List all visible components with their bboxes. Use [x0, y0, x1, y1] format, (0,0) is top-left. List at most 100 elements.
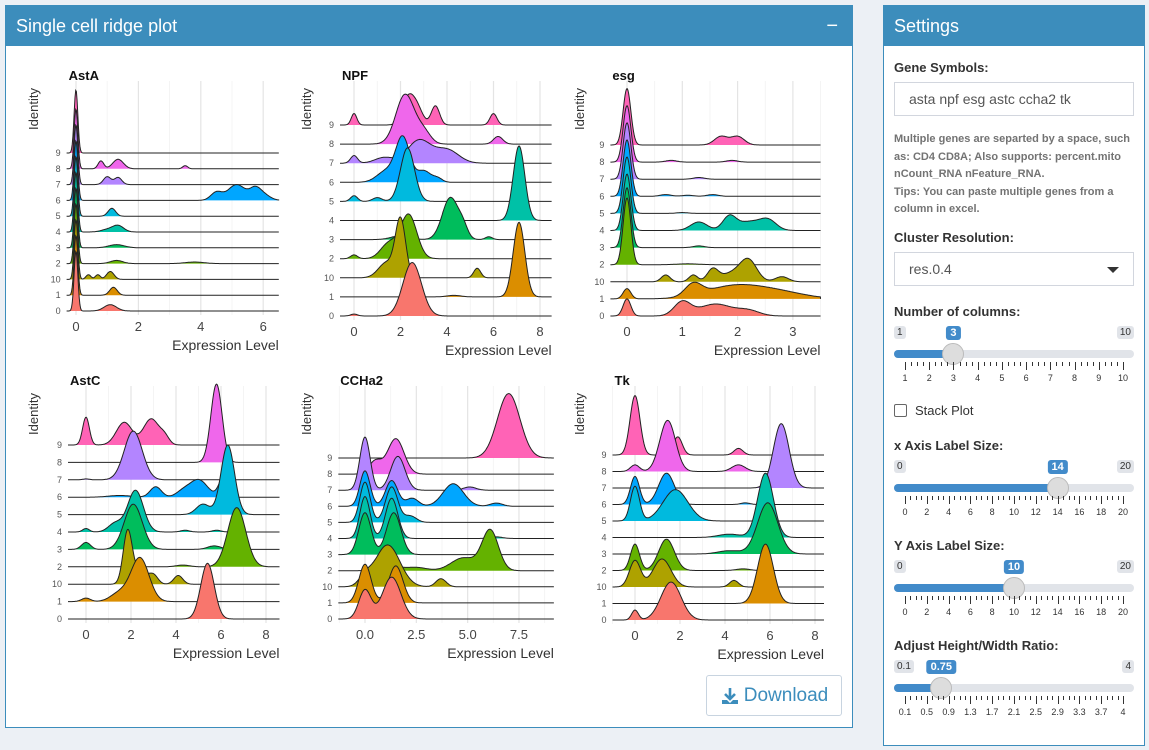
slider-tick [905, 496, 906, 504]
columns-slider[interactable]: 1 10 3 1 2 3 4 5 6 7 8 9 10 [894, 326, 1134, 396]
slider-grid-label: 3.3 [1073, 707, 1086, 717]
ridge-line-1 [66, 234, 279, 296]
slider-grid-label: 16 [1074, 607, 1085, 617]
slider-tick [992, 696, 994, 704]
slider-label: x Axis Label Size: [894, 438, 1004, 453]
ridge-line-9 [68, 416, 280, 446]
ridge-fill-8 [340, 94, 552, 145]
slider-tick [1052, 596, 1054, 600]
gene-symbols-input[interactable]: asta npf esg astc ccha2 tk [894, 82, 1134, 116]
checkbox-icon [894, 404, 907, 417]
x-tick-label: 2 [135, 319, 142, 334]
x-tick-label: 0.0 [356, 627, 374, 642]
slider-tick [1101, 596, 1103, 604]
panel-header: Single cell ridge plot − [6, 6, 852, 46]
slider-tick [1020, 362, 1022, 366]
ridge-line-4 [66, 171, 279, 233]
minus-icon[interactable]: − [826, 15, 838, 37]
ridge-line-10 [610, 257, 821, 283]
slider-handle[interactable] [930, 677, 953, 699]
slider-tick [977, 362, 979, 370]
slider-grid-label: 6 [967, 507, 973, 517]
slider-tick [995, 362, 997, 366]
slider-grid-label: 1 [902, 373, 908, 383]
slider-grid-label: 8 [989, 607, 995, 617]
slider-tick [1106, 596, 1108, 600]
x-tick-label: 2 [676, 628, 683, 643]
slider-tick [910, 496, 912, 500]
y-axis-title: Identity [572, 88, 587, 130]
download-button[interactable]: Download [706, 675, 842, 716]
x-tick-label: 7.5 [510, 627, 528, 642]
ridge-fill-8 [68, 384, 280, 463]
ridge-line-2 [68, 507, 280, 568]
slider-tick [965, 362, 967, 366]
slider-tick [1104, 362, 1106, 366]
slider-track[interactable] [894, 350, 1134, 358]
identity-label: 3 [327, 550, 332, 560]
slider-tick [1084, 596, 1086, 600]
slider-grid-label: 4 [946, 607, 952, 617]
slider-tick [1068, 496, 1070, 500]
ridge-line-9 [610, 88, 821, 146]
x-tick-label: 0 [82, 627, 89, 642]
slider-max: 20 [1116, 560, 1134, 573]
slider-tick [1086, 362, 1088, 366]
cluster-resolution-select[interactable]: res.0.4 [894, 252, 1134, 286]
slider-tick [948, 596, 950, 604]
slider-tick [1123, 696, 1124, 704]
slider-tick [981, 596, 983, 600]
identity-label: 1 [599, 294, 604, 304]
slider-grid-label: 9 [1096, 373, 1102, 383]
slider-grid-label: 2 [926, 373, 932, 383]
identity-label: 1 [56, 290, 61, 300]
ridge-line-7 [68, 430, 280, 481]
x-tick-label: 2.5 [407, 627, 425, 642]
identity-label: 1 [57, 597, 62, 607]
slider-tick [971, 362, 973, 366]
identity-label: 0 [57, 614, 62, 624]
slider-track[interactable] [894, 684, 1134, 692]
slider-fill [894, 350, 954, 358]
identity-label: 8 [56, 164, 61, 174]
identity-label: 9 [57, 440, 62, 450]
slider-tick [981, 496, 983, 500]
slider-tick [943, 496, 945, 500]
identity-label: 6 [57, 492, 62, 502]
identity-label: 10 [594, 277, 604, 287]
ridge-line-1 [340, 221, 552, 298]
slider-grid-label: 10 [1117, 373, 1129, 383]
slider-tick [1101, 696, 1103, 704]
slider-tick [1092, 362, 1094, 366]
ridge-line-10 [612, 558, 824, 588]
ridge-line-6 [338, 470, 554, 507]
identity-label: 3 [56, 243, 61, 253]
plot-title: AstA [69, 68, 100, 83]
help-line: column in excel. [894, 203, 980, 215]
identity-label: 8 [599, 157, 604, 167]
y-axis-label-size-slider[interactable]: 0 20 10 0 2 4 6 8 10 12 14 16 18 20 [894, 560, 1134, 630]
height-width-ratio-slider[interactable]: 0.1 4 0.75 0.1 0.5 0.9 1.3 1.7 2.1 2.5 2.9 3.3 3.… [894, 660, 1134, 730]
ridge-line-9 [338, 393, 554, 459]
ridge-line-2 [66, 202, 279, 265]
stack-plot-checkbox[interactable]: Stack Plot [894, 403, 974, 418]
gene-help-text: Multiple genes are separted by a space, … [894, 131, 1139, 219]
slider-tick [1035, 496, 1037, 504]
slider-max: 10 [1116, 326, 1134, 339]
slider-grid-label: 16 [1074, 507, 1085, 517]
ridge-fill-7 [340, 139, 552, 164]
ridge-fill-0 [66, 251, 279, 311]
slider-tick [1095, 696, 1097, 700]
ridge-line-8 [340, 93, 552, 145]
y-axis-title: Identity [26, 393, 41, 435]
slider-tick [1050, 362, 1052, 370]
slider-tick [926, 696, 928, 704]
slider-grid-label: 7 [1047, 373, 1053, 383]
slider-tick [1106, 696, 1108, 700]
slider-tick [937, 596, 939, 600]
x-axis-label-size-slider[interactable]: 0 20 14 0 2 4 6 8 10 12 14 16 18 20 [894, 460, 1134, 530]
slider-tick [1090, 496, 1092, 500]
slider-grid-label: 12 [1030, 507, 1041, 517]
x-tick-label: 3 [789, 324, 796, 339]
